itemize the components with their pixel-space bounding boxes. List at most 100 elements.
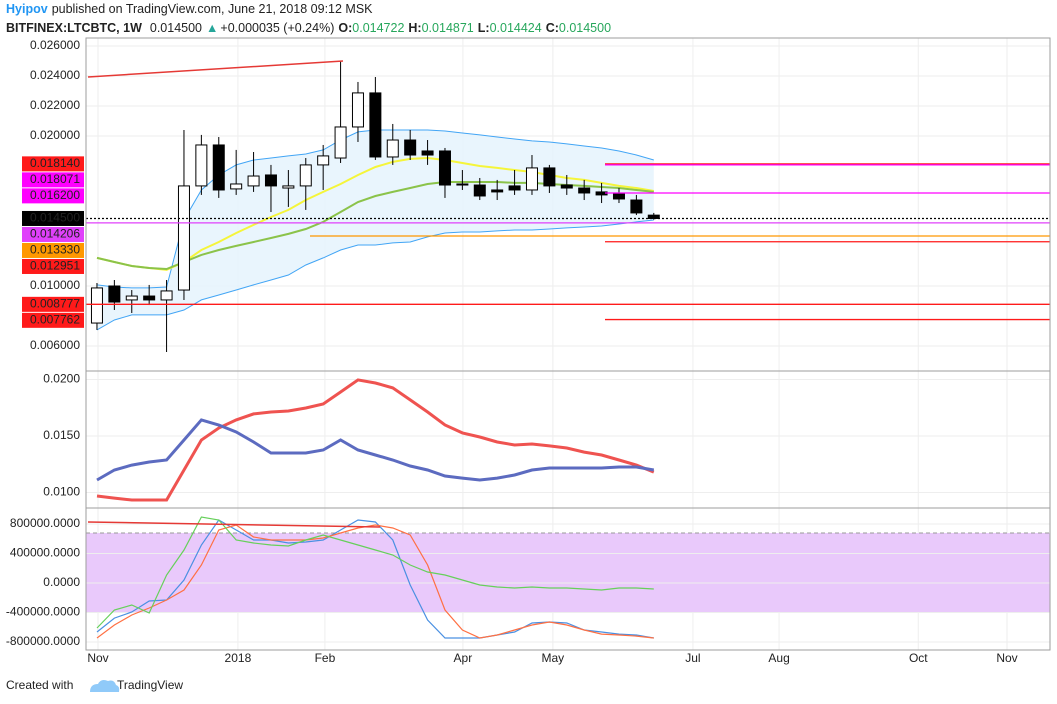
candle-body xyxy=(456,183,469,186)
indicator-line xyxy=(96,516,654,629)
y-tick-label: -400000.0000 xyxy=(6,605,80,619)
price-label-box xyxy=(22,312,84,328)
ohlc-value: 0.014871 xyxy=(422,21,474,35)
candle-body xyxy=(212,144,225,191)
author[interactable]: Hyipov xyxy=(6,2,48,16)
chart-layers: Nov 2018 Feb Apr May Jul Aug Oct Nov 0.026000 0.02… xyxy=(6,38,1050,665)
candle-body xyxy=(282,185,295,189)
y-tick-label: 0.0000 xyxy=(43,575,80,589)
ohlc-label: O: xyxy=(338,21,352,35)
y-tick-label: 0.024000 xyxy=(30,68,80,82)
brand-logo xyxy=(90,680,120,692)
price-label-box xyxy=(22,210,84,226)
ohlc-value: 0.014424 xyxy=(490,21,542,35)
x-tick-label: May xyxy=(542,651,565,665)
price-label: 0.014206 xyxy=(30,227,80,241)
candle-body xyxy=(421,150,434,156)
price-label-box xyxy=(22,242,84,258)
y-tick-label: 0.010000 xyxy=(30,278,80,292)
level-band xyxy=(86,532,1050,613)
candle-body xyxy=(195,144,208,187)
candle-body xyxy=(334,126,347,159)
y-tick-label: 0.026000 xyxy=(30,38,80,52)
candle-body xyxy=(508,185,521,191)
x-tick-label: Aug xyxy=(768,651,789,665)
price-label-box xyxy=(22,156,84,172)
price-label: 0.014500 xyxy=(30,211,80,225)
candle-body xyxy=(404,139,417,156)
ohlc-value: 0.014722 xyxy=(352,21,404,35)
x-tick-label: Jul xyxy=(685,651,700,665)
candle-body xyxy=(647,214,660,219)
price-label: 0.018140 xyxy=(30,156,80,170)
candle-body xyxy=(612,192,625,200)
candle-body xyxy=(351,92,364,128)
candle-body xyxy=(578,187,591,194)
candle-body xyxy=(630,199,643,214)
x-tick-label: Nov xyxy=(996,651,1017,665)
price-label: 0.007762 xyxy=(30,313,80,327)
ohlc-label: C: xyxy=(546,21,559,35)
candle-body xyxy=(230,183,243,190)
candle-body xyxy=(317,155,330,166)
indicator-line xyxy=(96,418,655,482)
footer-brand[interactable]: TradingView xyxy=(117,678,183,692)
y-tick-label: -800000.0000 xyxy=(6,634,80,648)
indicator-line xyxy=(96,519,654,639)
candle-body xyxy=(386,139,399,158)
candle-body xyxy=(143,295,156,301)
candle-body xyxy=(525,167,538,191)
y-tick-label: 0.0100 xyxy=(43,485,80,499)
y-tick-label: 0.0150 xyxy=(43,428,80,442)
y-tick-label: 800000.0000 xyxy=(10,516,80,530)
price-label: 0.012951 xyxy=(30,259,80,273)
trend-line xyxy=(87,521,381,528)
candle-body xyxy=(90,287,103,324)
x-tick-label: Apr xyxy=(454,651,473,665)
x-tick-label: Feb xyxy=(315,651,336,665)
y-tick-label: 0.022000 xyxy=(30,98,80,112)
candle-body xyxy=(491,189,504,193)
indicator-line xyxy=(96,378,655,502)
x-tick-label: Oct xyxy=(909,651,928,665)
candle-body xyxy=(177,185,190,291)
ohlc-value: 0.014500 xyxy=(559,21,611,35)
candle-body xyxy=(264,174,277,187)
change: +0.000035 (+0.24%) xyxy=(220,21,334,35)
price-label-box xyxy=(22,172,84,188)
candle-body xyxy=(299,164,312,187)
ohlc-label: H: xyxy=(408,21,421,35)
trend-line xyxy=(87,60,344,78)
price-label-box xyxy=(22,226,84,242)
symbol: BITFINEX:LTCBTC, 1W xyxy=(6,21,142,35)
published: published on TradingView.com, June 21, 2… xyxy=(52,2,373,16)
candle-body xyxy=(543,167,556,187)
ohlc-label: L: xyxy=(478,21,490,35)
band-line xyxy=(96,219,654,331)
x-tick-label: Nov xyxy=(87,651,108,665)
indicator-line xyxy=(96,524,654,639)
price-label: 0.008777 xyxy=(30,297,80,311)
price-label: 0.016200 xyxy=(30,188,80,202)
up-arrow: ▲ xyxy=(206,21,218,35)
y-tick-label: 0.006000 xyxy=(30,338,80,352)
candle-body xyxy=(473,184,486,197)
candle-body xyxy=(125,295,138,301)
y-tick-label: 0.0200 xyxy=(43,372,80,386)
price-label-box xyxy=(22,188,84,204)
candle-body xyxy=(438,150,451,186)
symbol-line: BITFINEX:LTCBTC, 1W 0.014500 ▲ +0.000035 (+… xyxy=(6,21,611,35)
candle-body xyxy=(108,285,121,303)
x-tick-label: 2018 xyxy=(225,651,252,665)
price-label-box xyxy=(22,296,84,312)
footer-text: Created with xyxy=(6,678,73,692)
candle-body xyxy=(560,184,573,189)
price-label: 0.013330 xyxy=(30,243,80,257)
last-price: 0.014500 xyxy=(150,21,202,35)
y-tick-label: 0.020000 xyxy=(30,128,80,142)
candle-body xyxy=(369,92,382,158)
publish-line: Hyipov published on TradingView.com, June… xyxy=(6,2,373,16)
price-label-box xyxy=(22,258,84,274)
price-label: 0.018071 xyxy=(30,172,80,186)
